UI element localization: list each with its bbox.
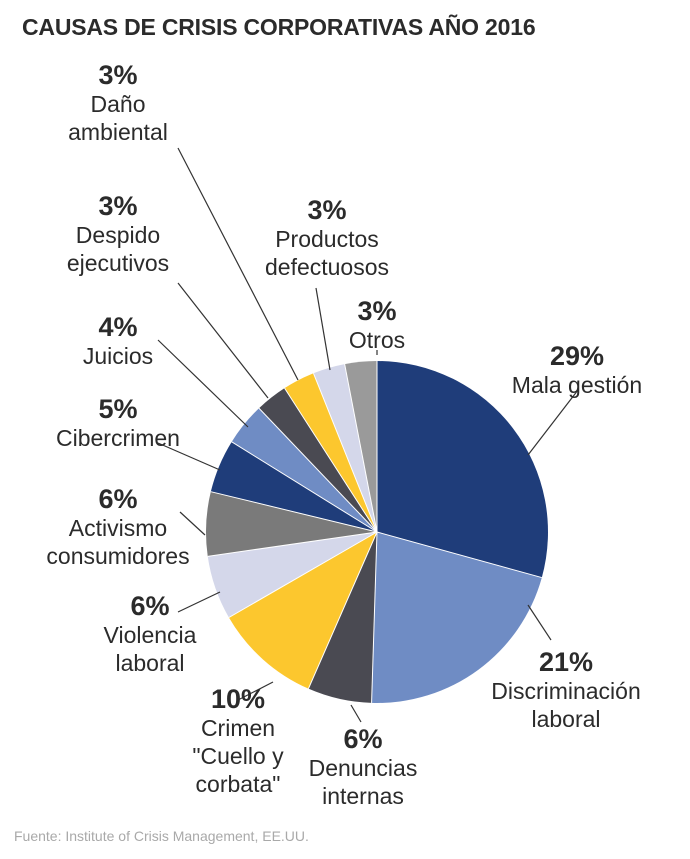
slice-separator-5 [207,531,378,557]
pie-slice-8 [258,388,377,532]
leader-line-6 [157,442,221,471]
slice-label-9-line-1: ambiental [68,119,168,145]
slice-label-8-line-1: ejecutivos [67,250,169,276]
leader-line-2 [350,704,362,723]
slice-label-5-line-0: Activismo [69,515,167,541]
pie-slice-7 [231,408,377,532]
slice-separator-8 [258,407,378,533]
slice-percent-10: 3% [307,195,346,225]
slice-percent-6: 5% [98,394,137,424]
slice-percent-3: 10% [211,684,265,714]
slice-label-5-line-1: consumidores [46,543,189,569]
slice-separator-3 [307,531,378,689]
source-note: Fuente: Institute of Crisis Management, … [14,828,309,844]
leader-line-1 [527,604,552,641]
slice-percent-5: 6% [98,484,137,514]
slice-label-1-line-1: laboral [531,706,600,732]
slice-percent-11: 3% [357,296,396,326]
leader-line-10 [315,287,331,371]
chart-title: CAUSAS DE CRISIS CORPORATIVAS AÑO 2016 [22,14,536,40]
slice-label-10-line-1: defectuosos [265,254,389,280]
pie-slice-5 [206,491,377,557]
slice-separator-10 [312,373,378,533]
slice-percent-1: 21% [539,647,593,677]
slice-separator-7 [231,441,378,533]
leader-line-5 [179,511,206,536]
leader-lines [157,147,579,723]
slice-percent-2: 6% [343,724,382,754]
slice-label-4-line-1: laboral [115,650,184,676]
slice-label-11-line-0: Otros [349,327,405,353]
pie-slice-4 [207,532,377,618]
pie-slice-3 [228,532,377,689]
pie-chart: 29%Mala gestión21%Discriminaciónlaboral6… [46,60,642,809]
slice-label-2-line-1: internas [322,783,404,809]
pie-slice-0 [377,361,548,578]
slice-label-8-line-0: Despido [76,222,160,248]
slice-label-3-line-1: "Cuello y [192,743,284,769]
slice-label-3-line-2: corbata" [196,771,281,797]
leader-line-8 [177,282,269,399]
leader-line-0 [527,389,579,456]
slice-separator-6 [210,491,378,533]
pie-slice-9 [284,373,377,532]
slice-separator-4 [228,531,378,618]
slice-label-3-line-0: Crimen [201,715,275,741]
slice-separator-2 [371,531,378,703]
pie-slice-6 [210,441,377,532]
slice-percent-9: 3% [98,60,137,90]
slice-percent-4: 6% [130,591,169,621]
slice-percent-8: 3% [98,191,137,221]
slice-label-7-line-0: Juicios [83,343,153,369]
slice-label-2-line-0: Denuncias [309,755,418,781]
pie-slice-10 [313,364,377,532]
slice-separator-11 [344,363,378,533]
leader-line-4 [177,591,221,613]
slice-label-6-line-0: Cibercrimen [56,425,180,451]
pie-slices [206,361,548,703]
leader-line-3 [237,681,274,701]
slice-percent-0: 29% [550,341,604,371]
slice-separator-9 [284,387,378,533]
slice-percent-7: 4% [98,312,137,342]
slice-label-10-line-0: Productos [275,226,379,252]
pie-slice-1 [371,532,542,703]
slice-label-0-line-0: Mala gestión [512,372,642,398]
slice-labels: 29%Mala gestión21%Discriminaciónlaboral6… [46,60,642,809]
slice-label-4-line-0: Violencia [104,622,197,648]
leader-line-7 [157,339,249,428]
slice-separator-1 [376,531,542,579]
leader-line-9 [177,147,299,381]
slice-label-1-line-0: Discriminación [491,678,641,704]
pie-slice-2 [308,532,377,703]
slice-label-9-line-0: Daño [91,91,146,117]
